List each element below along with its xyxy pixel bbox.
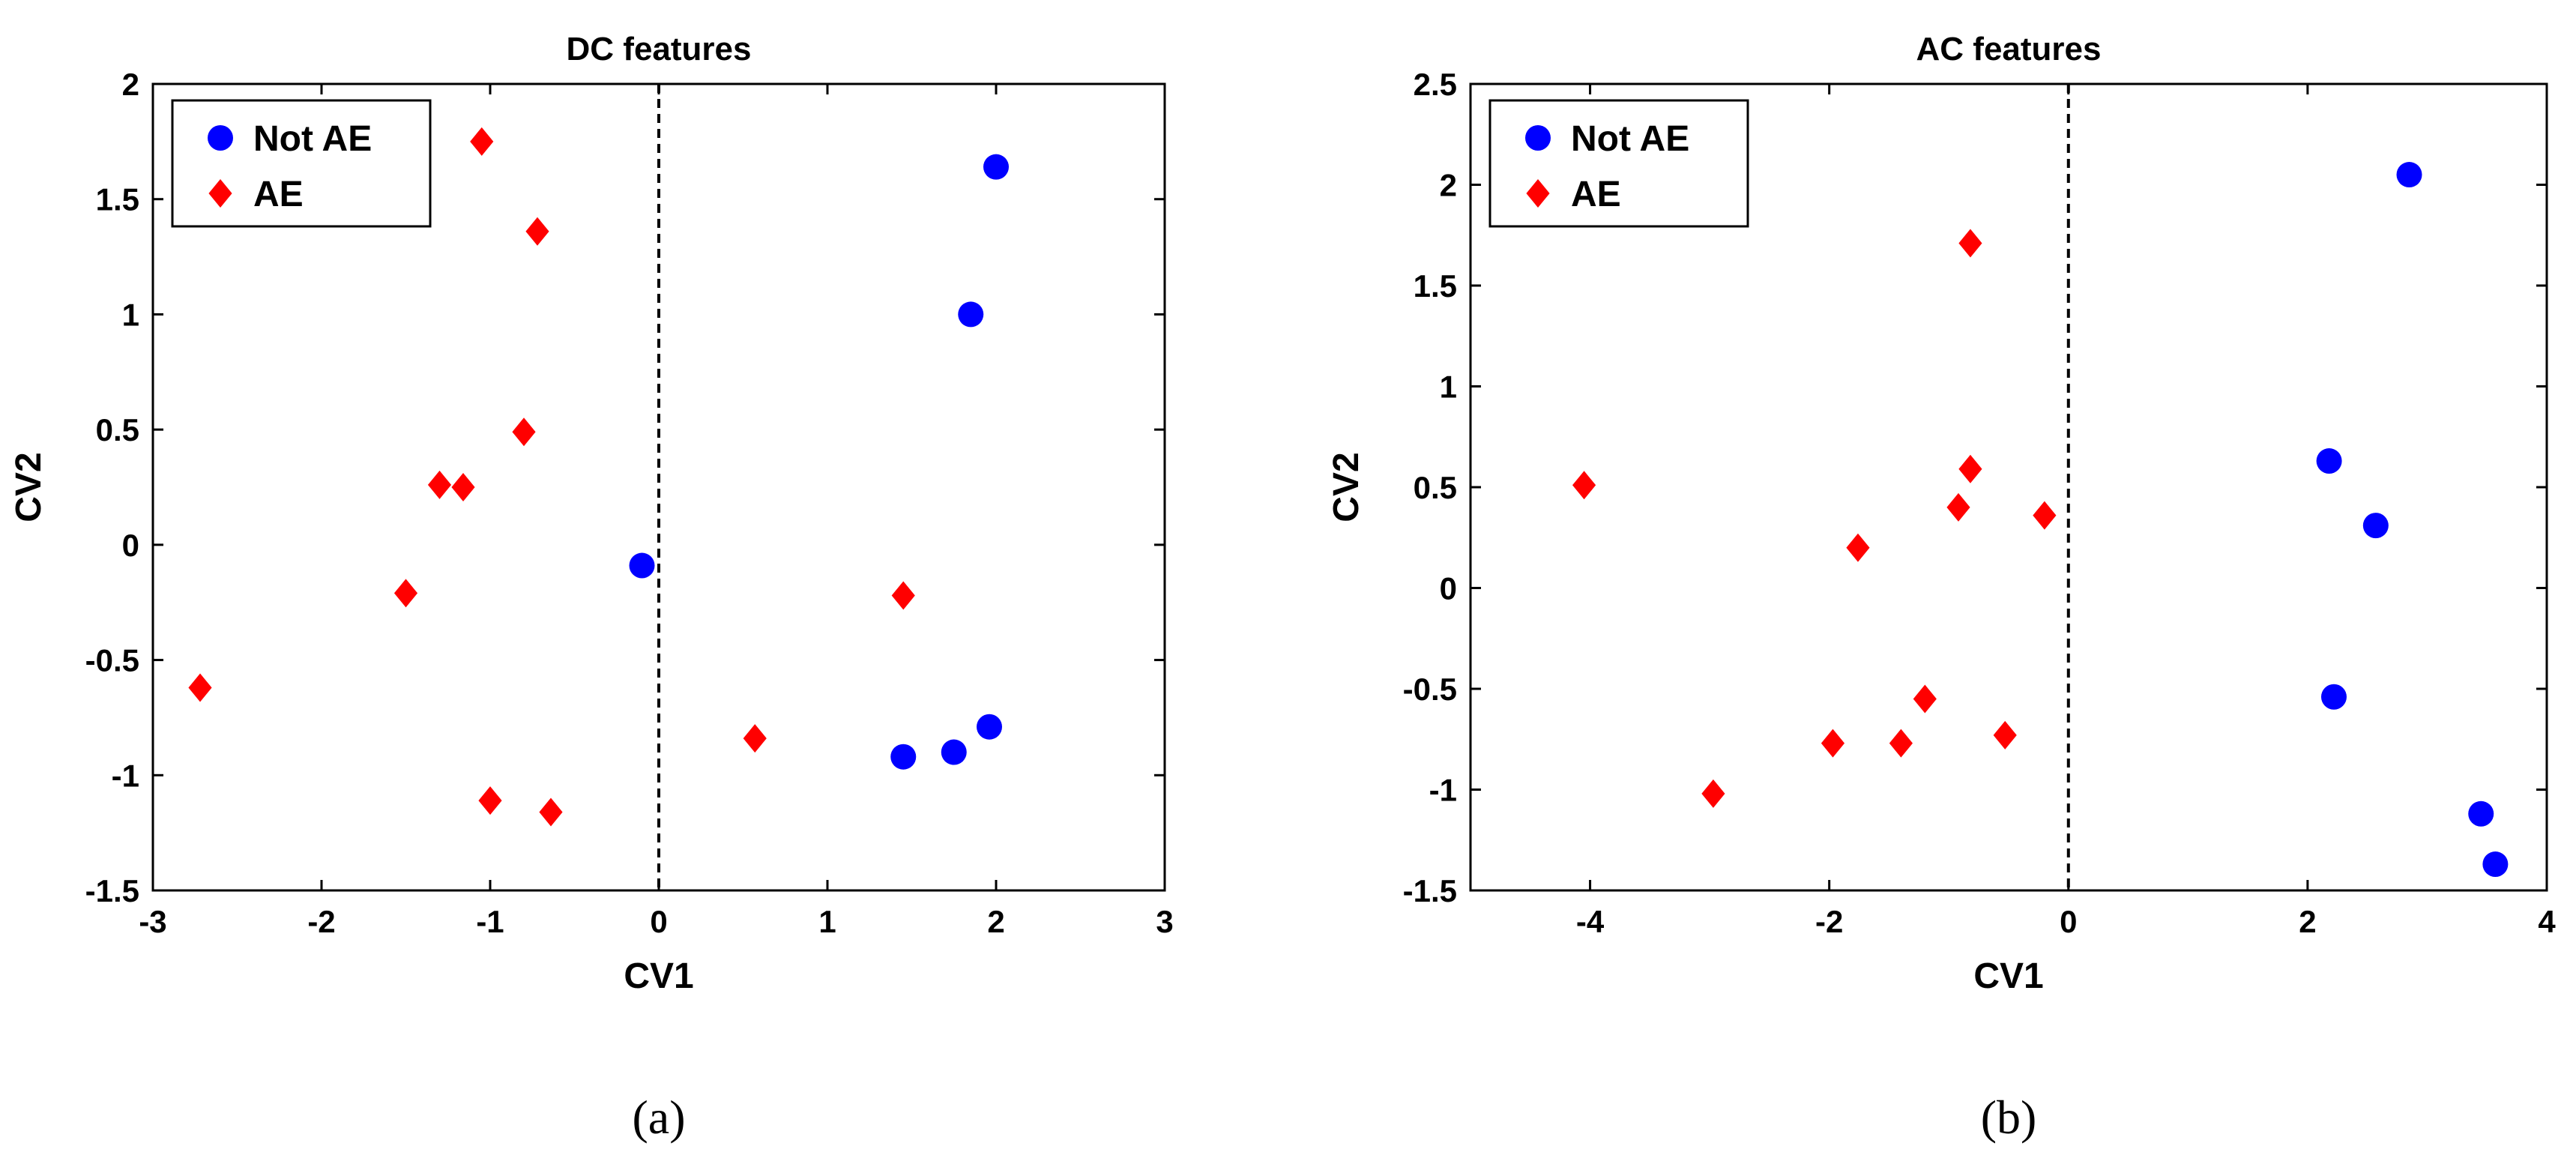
data-point-ae: [393, 579, 418, 608]
data-point-ae: [1946, 492, 1970, 522]
legend: Not AE AE: [1488, 99, 1749, 228]
data-point-ae: [891, 581, 915, 610]
x-tick-label: -3: [139, 904, 166, 939]
data-point-ae: [1913, 684, 1937, 714]
x-axis-label: CV1: [1973, 956, 2043, 996]
x-tick-label: 2: [987, 904, 1004, 939]
y-tick-label: 0.5: [96, 412, 139, 447]
x-tick-label: 2: [2299, 904, 2316, 939]
x-tick-label: -2: [307, 904, 335, 939]
data-point-ae: [743, 724, 767, 753]
x-tick-label: 3: [1156, 904, 1173, 939]
legend: Not AE AE: [171, 99, 432, 228]
data-point-ae: [1701, 779, 1725, 808]
data-point-ae: [451, 473, 475, 501]
panel-caption: (a): [632, 1091, 685, 1144]
data-point-ae: [1958, 454, 1982, 483]
x-axis-label: CV1: [624, 956, 693, 996]
y-tick-label: -1.5: [85, 873, 139, 908]
y-tick-label: 2.5: [1414, 67, 1457, 102]
y-tick-label: 1: [1440, 370, 1457, 405]
data-point-not-ae: [2362, 513, 2389, 539]
data-point-ae: [1889, 729, 1913, 758]
y-tick-label: 0: [1440, 571, 1457, 606]
x-tick-label: -2: [1815, 904, 1843, 939]
legend-label-not-ae: Not AE: [1571, 119, 1689, 159]
data-point-not-ae: [941, 739, 967, 765]
data-point-ae: [1958, 229, 1982, 258]
legend-label-ae: AE: [1571, 175, 1621, 214]
data-point-ae: [1821, 729, 1845, 758]
y-tick-label: -1.5: [1403, 873, 1457, 908]
data-point-not-ae: [2468, 800, 2494, 827]
data-point-not-ae: [977, 714, 1002, 740]
panel-ac-features: AC features CV1 CV2 (b) -4 -2 0 2 4 -1.5 -1 -0.…: [1327, 31, 2556, 1144]
panel-dc-features: DC features CV1 CV2 (a) -3 -2 -1 0 1 2 3 -1.5 -1…: [9, 31, 1174, 1144]
legend-marker-not-ae: [208, 125, 233, 151]
data-point-ae: [1993, 720, 2017, 750]
data-point-not-ae: [983, 154, 1009, 180]
data-point-ae: [2033, 501, 2057, 530]
y-tick-label: -1: [1429, 773, 1457, 808]
data-point-ae: [1846, 533, 1870, 562]
y-tick-label: 1.5: [1414, 268, 1457, 304]
data-point-ae: [512, 417, 536, 447]
data-point-not-ae: [958, 301, 984, 328]
x-tick-label: -4: [1576, 904, 1605, 939]
x-tick-label: 4: [2538, 904, 2556, 939]
y-tick-label: 2: [122, 67, 139, 102]
y-tick-label: 1: [122, 297, 139, 332]
legend-label-not-ae: Not AE: [253, 119, 372, 159]
legend-marker-ae: [1526, 179, 1550, 208]
x-tick-label: 0: [650, 904, 667, 939]
x-tick-label: 1: [818, 904, 836, 939]
panel-caption: (b): [1981, 1091, 2037, 1144]
legend-label-ae: AE: [253, 175, 304, 214]
y-tick-label: 0: [122, 528, 139, 563]
data-point-ae: [525, 217, 549, 246]
x-tick-label: -1: [476, 904, 504, 939]
data-point-ae: [539, 797, 563, 827]
data-point-not-ae: [629, 552, 655, 579]
data-point-not-ae: [2396, 162, 2422, 188]
data-point-not-ae: [890, 744, 917, 770]
data-point-ae: [470, 127, 494, 156]
legend-marker-not-ae: [1525, 125, 1551, 151]
data-point-ae: [427, 470, 452, 499]
data-point-not-ae: [2482, 851, 2509, 878]
data-point-not-ae: [2316, 448, 2342, 474]
chart-title: DC features: [567, 31, 752, 67]
legend-marker-ae: [208, 179, 232, 208]
y-tick-label: 2: [1440, 168, 1457, 203]
y-axis-label: CV2: [1327, 452, 1366, 522]
y-tick-label: 0.5: [1414, 470, 1457, 505]
y-tick-label: 1.5: [96, 182, 139, 217]
y-tick-label: -1: [112, 758, 139, 793]
y-tick-label: -0.5: [1403, 672, 1457, 707]
data-point-ae: [188, 673, 212, 702]
data-point-not-ae: [2320, 684, 2347, 710]
data-point-ae: [478, 786, 502, 815]
data-point-ae: [1572, 471, 1596, 500]
chart-title: AC features: [1916, 31, 2102, 67]
y-tick-label: -0.5: [85, 643, 139, 678]
y-axis-label: CV2: [9, 452, 49, 522]
legend-box: [1488, 99, 1749, 228]
legend-box: [171, 99, 432, 228]
x-tick-label: 0: [2060, 904, 2077, 939]
